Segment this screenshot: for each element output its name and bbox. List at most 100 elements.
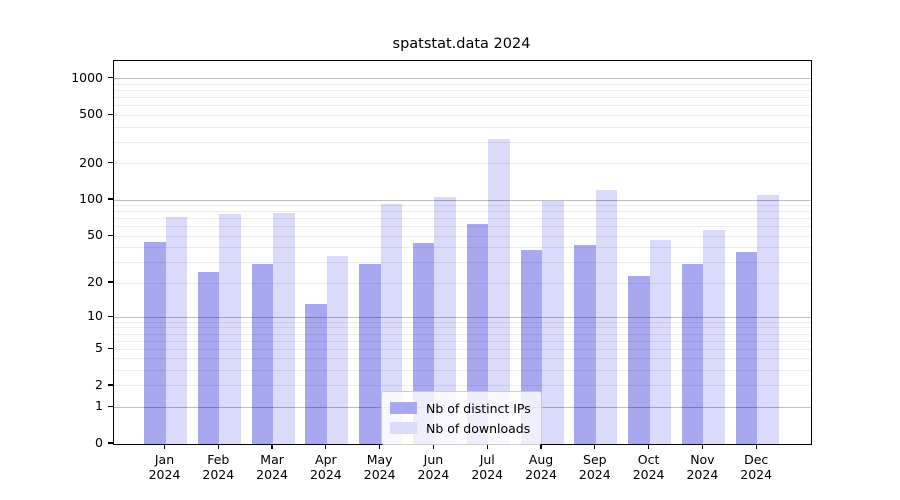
x-tick-year: 2024 — [148, 467, 181, 482]
y-tick-label: 0 — [95, 435, 103, 450]
bar-downloads-apr — [326, 256, 349, 444]
legend-label: Nb of downloads — [426, 420, 531, 436]
x-tick-month: Sep — [583, 452, 607, 467]
x-tick-label: Aug 2024 — [509, 452, 573, 482]
x-tick-label: Jun 2024 — [401, 452, 465, 482]
x-tick-mark — [540, 444, 542, 449]
x-tick-year: 2024 — [363, 467, 396, 482]
y-tick-label: 100 — [79, 191, 103, 207]
x-tick-label: Sep 2024 — [563, 452, 627, 482]
plot-area — [113, 60, 812, 445]
x-tick-year: 2024 — [471, 467, 504, 482]
x-tick-year: 2024 — [202, 467, 235, 482]
y-tick-mark — [108, 405, 113, 407]
x-tick-mark — [594, 444, 596, 449]
y-tick-label: 5 — [95, 340, 103, 356]
legend-swatch-icon — [390, 402, 417, 414]
x-tick-year: 2024 — [686, 467, 719, 482]
x-tick-year: 2024 — [578, 467, 611, 482]
bar-distinct-ips-may — [359, 264, 381, 444]
x-tick-mark — [648, 444, 650, 449]
bar-downloads-oct — [649, 240, 672, 444]
bar-downloads-feb — [219, 214, 241, 444]
bar-downloads-jan — [165, 217, 187, 444]
y-tick-label: 50 — [87, 227, 103, 243]
y-tick-mark — [108, 384, 113, 386]
x-tick-label: Jul 2024 — [455, 452, 519, 482]
bar-downloads-may — [380, 204, 403, 444]
chart-title: spatstat.data 2024 — [392, 36, 531, 52]
bar-downloads-sep — [595, 190, 618, 444]
y-tick-label: 10 — [87, 308, 103, 324]
bar-distinct-ips-jul — [466, 224, 489, 444]
x-tick-month: Jun — [423, 452, 444, 467]
bar-downloads-jul — [488, 138, 510, 444]
x-tick-year: 2024 — [740, 467, 773, 482]
bar-distinct-ips-oct — [628, 275, 650, 444]
x-tick-mark — [755, 444, 757, 449]
legend-label: Nb of distinct IPs — [426, 400, 531, 416]
bar-downloads-nov — [703, 230, 725, 444]
x-tick-mark — [217, 444, 219, 449]
x-tick-mark — [379, 444, 381, 449]
x-tick-month: Apr — [315, 452, 337, 467]
x-tick-year: 2024 — [309, 467, 342, 482]
bar-distinct-ips-dec — [735, 251, 758, 444]
x-tick-label: Dec 2024 — [724, 452, 788, 482]
x-tick-month: Oct — [637, 452, 660, 467]
legend: Nb of distinct IPs Nb of downloads — [381, 391, 542, 445]
bar-downloads-aug — [542, 201, 564, 444]
bar-distinct-ips-sep — [574, 245, 596, 444]
x-tick-year: 2024 — [525, 467, 557, 482]
x-tick-mark — [271, 444, 273, 449]
x-tick-mark — [325, 444, 327, 449]
bar-distinct-ips-feb — [197, 271, 220, 444]
bar-distinct-ips-jan — [144, 241, 166, 444]
y-tick-mark — [108, 113, 113, 115]
x-tick-month: Nov — [690, 452, 715, 467]
legend-swatch-icon — [390, 422, 417, 434]
y-tick-mark — [108, 234, 113, 236]
bar-downloads-mar — [273, 213, 295, 444]
x-tick-month: Jan — [154, 452, 175, 467]
bar-downloads-dec — [757, 195, 779, 444]
bar-distinct-ips-nov — [681, 264, 704, 444]
y-tick-mark — [108, 162, 113, 164]
y-tick-label: 500 — [79, 106, 103, 122]
x-tick-year: 2024 — [417, 467, 450, 482]
x-tick-month: May — [366, 452, 393, 467]
y-tick-mark — [108, 347, 113, 349]
bar-downloads-jun — [434, 197, 456, 444]
x-tick-year: 2024 — [256, 467, 288, 482]
x-tick-month: Feb — [207, 452, 230, 467]
x-tick-label: Oct 2024 — [617, 452, 681, 482]
x-tick-label: Mar 2024 — [240, 452, 304, 482]
y-tick-label: 20 — [87, 274, 103, 290]
x-tick-mark — [432, 444, 435, 449]
x-tick-label: Feb 2024 — [186, 452, 250, 482]
y-tick-mark — [108, 281, 113, 283]
x-tick-month: Aug — [528, 452, 554, 467]
y-tick-mark — [108, 198, 113, 200]
x-tick-label: Nov 2024 — [670, 452, 734, 482]
x-tick-mark — [701, 444, 703, 449]
x-tick-month: Jul — [479, 452, 495, 467]
legend-item-downloads: Nb of downloads — [390, 418, 531, 438]
x-tick-label: May 2024 — [348, 452, 412, 482]
y-tick-label: 2 — [95, 376, 103, 392]
y-tick-label: 1000 — [71, 69, 103, 85]
bar-distinct-ips-apr — [305, 304, 327, 444]
bars-layer — [114, 61, 811, 444]
x-tick-label: Apr 2024 — [294, 452, 358, 482]
y-tick-mark — [108, 315, 113, 317]
bar-distinct-ips-mar — [251, 264, 274, 444]
y-tick-label: 200 — [79, 154, 103, 170]
y-tick-mark — [108, 77, 113, 79]
x-tick-mark — [163, 444, 166, 449]
x-tick-year: 2024 — [632, 467, 665, 482]
legend-item-distinct-ips: Nb of distinct IPs — [390, 398, 531, 418]
x-tick-label: Jan 2024 — [133, 452, 197, 482]
x-tick-mark — [486, 444, 488, 449]
y-tick-label: 1 — [95, 398, 103, 414]
